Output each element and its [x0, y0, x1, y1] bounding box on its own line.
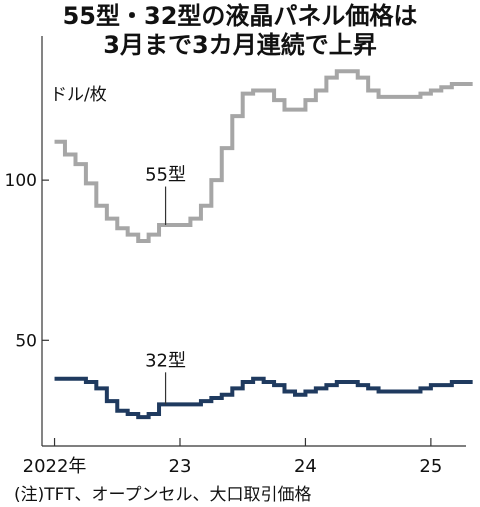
y-tick-label: 100 [5, 171, 37, 191]
x-tick-label: 2022年 [23, 456, 87, 477]
annotation-label-55: 55型 [145, 165, 186, 186]
chart-title-line-2: 3月まで3カ月連続で上昇 [103, 31, 377, 59]
series-line-32 [54, 376, 473, 420]
annotation-label-32: 32型 [145, 350, 186, 371]
y-axis-unit-label: ドル/枚 [50, 85, 107, 105]
x-tick-label: 25 [419, 456, 442, 477]
chart-note: (注)TFT、オープンセル、大口取引価格 [14, 485, 312, 505]
chart-title-line-1: 55型・32型の液晶パネル価格は [62, 2, 418, 30]
x-tick-label: 23 [169, 456, 192, 477]
y-tick-label: 50 [15, 331, 37, 351]
series-line-55 [54, 69, 473, 243]
x-tick-label: 24 [294, 456, 317, 477]
price-step-chart: 50 100 ドル/枚 2022年 23 24 25 55型 32型 [5, 36, 473, 477]
